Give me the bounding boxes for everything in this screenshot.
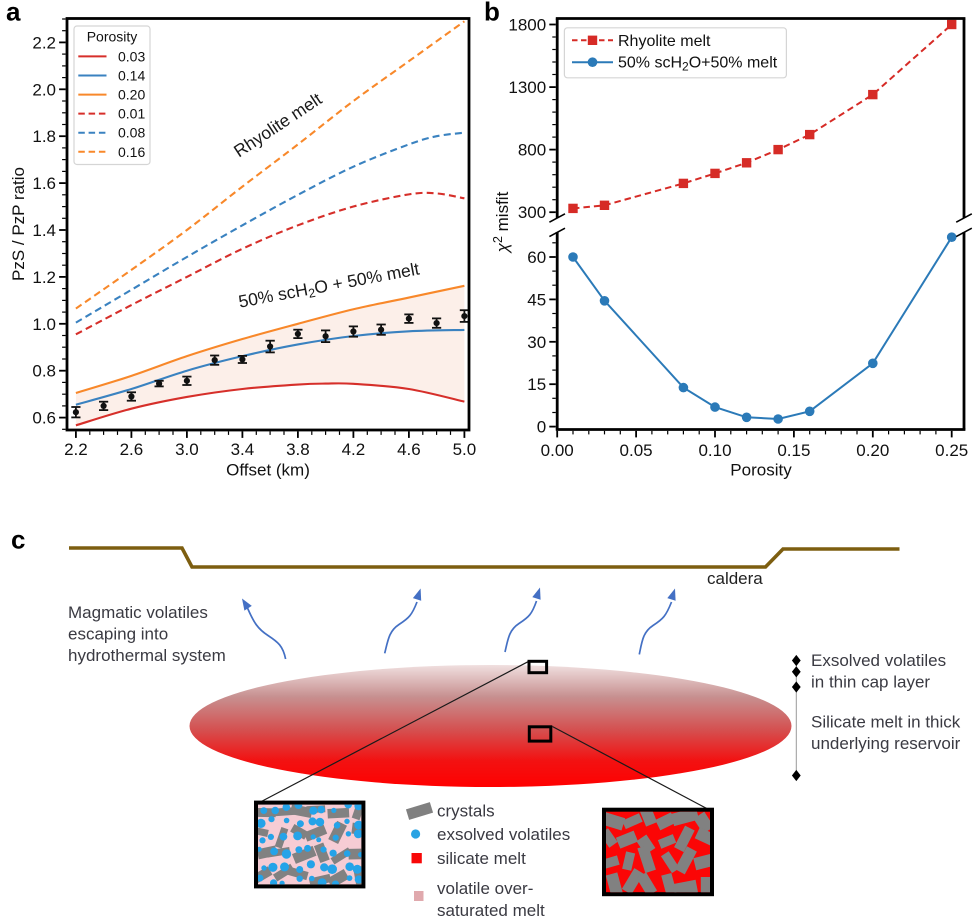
svg-text:0.05: 0.05 xyxy=(620,441,653,460)
svg-text:300: 300 xyxy=(518,203,546,222)
svg-text:1.2: 1.2 xyxy=(32,268,56,287)
svg-text:0.08: 0.08 xyxy=(118,125,145,141)
svg-text:b: b xyxy=(484,0,500,27)
svg-text:4.2: 4.2 xyxy=(342,440,366,459)
svg-text:silicate melt: silicate melt xyxy=(437,849,526,868)
svg-text:Rhyolite melt: Rhyolite melt xyxy=(618,33,711,50)
svg-text:0.20: 0.20 xyxy=(118,87,145,103)
svg-text:a: a xyxy=(6,0,21,27)
svg-text:0.10: 0.10 xyxy=(698,441,731,460)
svg-text:0.25: 0.25 xyxy=(935,441,968,460)
svg-text:crystals: crystals xyxy=(437,802,495,821)
svg-text:800: 800 xyxy=(518,141,546,160)
svg-text:30: 30 xyxy=(527,333,546,352)
svg-text:Exsolved volatiles: Exsolved volatiles xyxy=(811,651,946,670)
svg-text:volatile over-: volatile over- xyxy=(437,879,533,898)
svg-text:4.6: 4.6 xyxy=(397,440,421,459)
svg-text:Porosity: Porosity xyxy=(87,29,138,45)
svg-text:0.20: 0.20 xyxy=(856,441,889,460)
svg-text:0.00: 0.00 xyxy=(541,441,574,460)
svg-text:Magmatic volatiles: Magmatic volatiles xyxy=(68,603,208,622)
svg-text:0: 0 xyxy=(537,418,546,437)
svg-text:0.16: 0.16 xyxy=(118,144,145,160)
svg-text:0.01: 0.01 xyxy=(118,106,145,122)
svg-text:2.6: 2.6 xyxy=(120,440,144,459)
svg-text:45: 45 xyxy=(527,290,546,309)
svg-text:15: 15 xyxy=(527,375,546,394)
svg-text:hydrothermal system: hydrothermal system xyxy=(68,646,226,665)
svg-text:1800: 1800 xyxy=(508,16,546,35)
svg-text:Offset (km): Offset (km) xyxy=(226,461,310,480)
svg-text:Silicate melt in thick: Silicate melt in thick xyxy=(811,713,961,732)
svg-text:1.4: 1.4 xyxy=(32,221,56,240)
svg-text:0.03: 0.03 xyxy=(118,48,145,64)
svg-text:exsolved volatiles: exsolved volatiles xyxy=(437,825,570,844)
svg-text:1300: 1300 xyxy=(508,78,546,97)
svg-text:2.2: 2.2 xyxy=(64,440,88,459)
svg-text:0.14: 0.14 xyxy=(118,68,145,84)
svg-text:0.6: 0.6 xyxy=(32,409,56,428)
svg-text:0.15: 0.15 xyxy=(777,441,810,460)
svg-text:in thin cap layer: in thin cap layer xyxy=(811,673,930,692)
svg-text:PzS / PzP ratio: PzS / PzP ratio xyxy=(9,167,28,281)
svg-text:underlying reservoir: underlying reservoir xyxy=(811,734,961,753)
svg-text:c: c xyxy=(11,525,25,555)
svg-text:3.4: 3.4 xyxy=(231,440,255,459)
svg-text:1.6: 1.6 xyxy=(32,174,56,193)
svg-text:50% scH2O+50% melt: 50% scH2O+50% melt xyxy=(618,55,778,74)
svg-text:2.2: 2.2 xyxy=(32,33,56,52)
svg-text:χ2 misfit: χ2 misfit xyxy=(491,191,512,254)
svg-text:0.8: 0.8 xyxy=(32,362,56,381)
svg-text:saturated melt: saturated melt xyxy=(437,901,545,919)
svg-text:escaping into: escaping into xyxy=(68,625,168,644)
svg-text:3.8: 3.8 xyxy=(286,440,310,459)
svg-text:Porosity: Porosity xyxy=(730,461,792,480)
svg-text:2.0: 2.0 xyxy=(32,80,56,99)
svg-text:3.0: 3.0 xyxy=(175,440,199,459)
svg-text:1.8: 1.8 xyxy=(32,127,56,146)
svg-text:60: 60 xyxy=(527,248,546,267)
svg-text:1.0: 1.0 xyxy=(32,315,56,334)
svg-text:5.0: 5.0 xyxy=(453,440,477,459)
svg-text:caldera: caldera xyxy=(707,569,763,588)
